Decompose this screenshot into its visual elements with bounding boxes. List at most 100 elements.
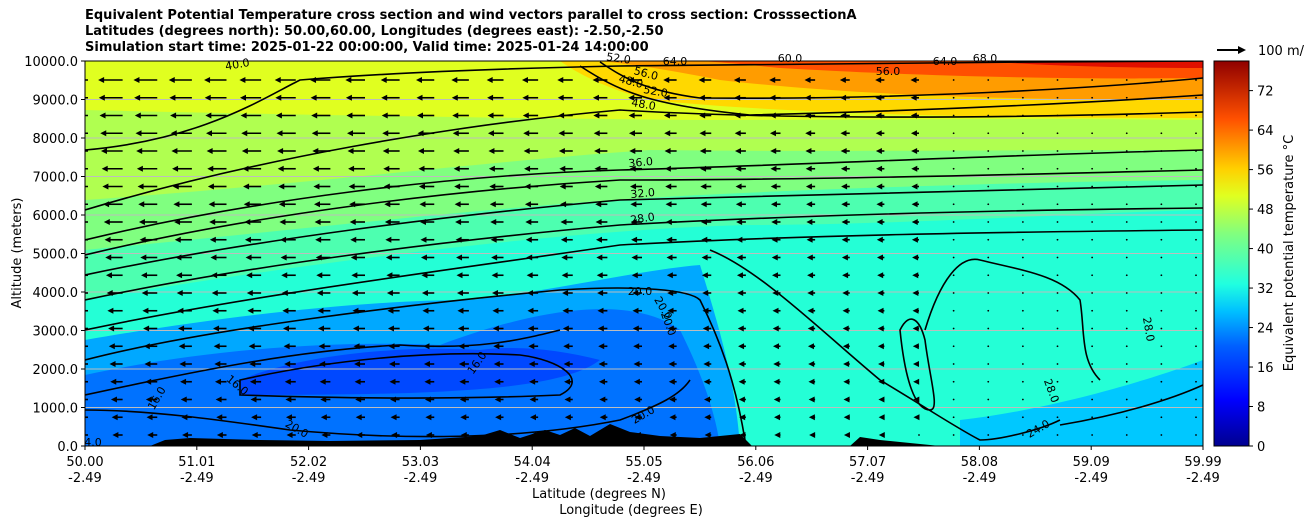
wind-vector-head (877, 307, 884, 314)
wind-vector-head (141, 290, 148, 296)
wind-vector-head (703, 378, 710, 385)
contour-label: 48.0 (617, 72, 644, 91)
wind-vector-head (312, 148, 319, 154)
wind-vector-head (386, 272, 393, 279)
contour-32 (85, 207, 1203, 301)
wind-vector-head (910, 77, 917, 83)
contour-label: 20.0 (628, 285, 653, 298)
wind-vector-head (348, 165, 355, 172)
contour-label: 48.0 (630, 96, 656, 113)
wind-vector-head (842, 325, 849, 332)
x-tick-label-longitude: -2.49 (739, 471, 773, 486)
wind-vector (952, 238, 955, 241)
wind-vector-head (595, 236, 602, 243)
x-tick-label-longitude: -2.49 (68, 471, 102, 486)
wind-vector-head (669, 432, 676, 438)
wind-vector (918, 434, 920, 436)
wind-vector-head (239, 77, 246, 83)
wind-vector-head (663, 112, 670, 119)
wind-vector (952, 256, 955, 259)
x-tick-label-latitude: 54.04 (514, 455, 551, 470)
contour-16-inner (239, 352, 573, 399)
wind-vector-head (181, 414, 188, 421)
wind-vector (1160, 96, 1163, 99)
wind-vector (1021, 114, 1024, 117)
wind-vector-head (318, 343, 325, 350)
wind-vector (1056, 185, 1059, 188)
wind-vector-head (459, 396, 466, 403)
wind-vector-head (734, 112, 741, 119)
wind-vector (1091, 309, 1094, 312)
wind-vector-head (108, 325, 115, 332)
wind-vector-head (665, 201, 672, 208)
wind-vector-head (321, 432, 328, 438)
wind-vector-head (310, 77, 317, 83)
colorbar-tick-label: 48 (1257, 203, 1274, 218)
wind-vector-head (632, 307, 639, 314)
x-tick-label-longitude: -2.49 (515, 471, 549, 486)
terrain-2 (850, 437, 940, 446)
wind-vector-head (144, 361, 151, 367)
wind-vector-head (345, 94, 352, 101)
wind-vector-head (557, 77, 564, 83)
x-tick-label-latitude: 55.05 (625, 455, 662, 470)
wind-vector (1021, 363, 1024, 365)
wind-vector-head (911, 236, 918, 243)
wind-vector-head (840, 165, 847, 172)
wind-vector-head (213, 325, 220, 332)
wind-vector-head (385, 236, 392, 243)
wind-vector (1195, 309, 1197, 312)
y-tick-label: 10000.0 (24, 55, 78, 70)
wind-vector-head (875, 94, 882, 101)
wind-vector (1056, 327, 1059, 330)
wind-vector-head (349, 201, 356, 208)
colorbar (1213, 60, 1250, 447)
quiver-key-label: 100 m/ (1258, 44, 1305, 59)
wind-vector-head (384, 219, 391, 225)
wind-vector-head (737, 290, 744, 296)
wind-vector (1021, 79, 1024, 81)
wind-vector (1091, 274, 1094, 277)
wind-vector (1125, 380, 1128, 383)
wind-vector-head (842, 343, 849, 350)
y-axis-label: Altitude (meters) (10, 198, 25, 309)
wind-vector-head (912, 343, 919, 350)
wind-vector-head (212, 307, 219, 314)
wind-vector-head (526, 272, 533, 279)
wind-vector-head (459, 378, 466, 385)
wind-vector-head (211, 272, 218, 279)
wind-vector-head (319, 361, 326, 367)
wind-vector-head (176, 290, 183, 296)
wind-vector-head (840, 130, 847, 137)
wind-vector (1091, 185, 1094, 188)
wind-vector-head (593, 112, 600, 119)
wind-vector-head (736, 272, 743, 279)
wind-vector-head (419, 201, 426, 208)
wind-vector-head (524, 183, 531, 190)
wind-vector (1021, 434, 1024, 436)
wind-vector-head (204, 94, 211, 101)
wind-vector-head (632, 325, 639, 332)
x-tick-label-latitude: 56.06 (737, 455, 774, 470)
wind-vector-head (492, 290, 499, 296)
contour-label: 60.0 (778, 52, 803, 65)
wind-vector-head (807, 307, 814, 314)
wind-vector-head (560, 236, 567, 243)
wind-vector-head (771, 219, 778, 225)
wind-vector (1125, 114, 1128, 117)
wind-vector-head (912, 325, 919, 332)
wind-vector-head (460, 414, 467, 421)
contour-48 (85, 109, 1203, 211)
wind-vector-head (704, 396, 711, 403)
wind-vector-head (557, 94, 564, 101)
wind-vector-head (875, 130, 882, 137)
wind-vector-head (493, 361, 500, 367)
wind-vector-head (69, 237, 75, 243)
x-tick-label-longitude: -2.49 (180, 471, 214, 486)
wind-vector-head (666, 272, 673, 279)
colorbar-tick-label: 56 (1257, 164, 1274, 179)
wind-vector-head (701, 272, 708, 279)
wind-vector (1091, 238, 1094, 241)
wind-vector-head (389, 378, 396, 385)
